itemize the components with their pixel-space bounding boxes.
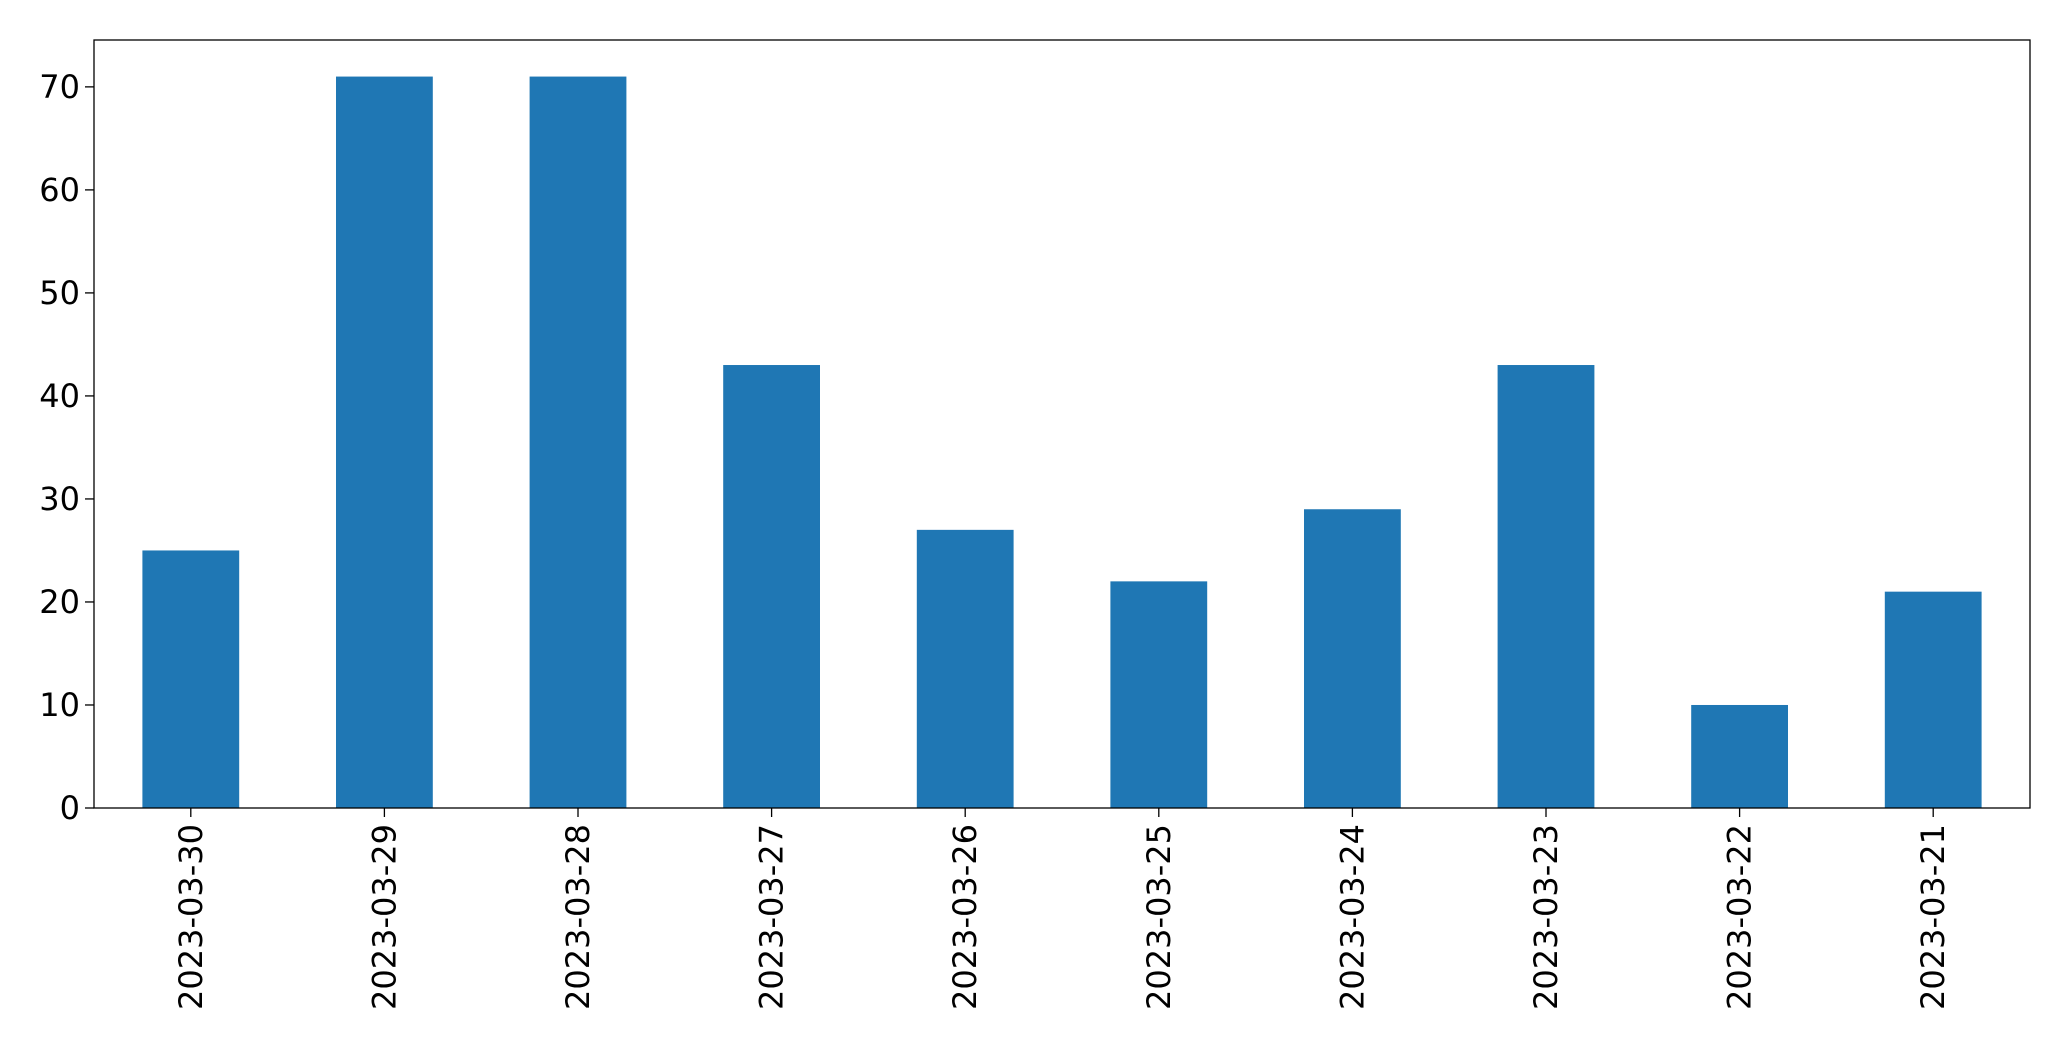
y-tick-label: 20 xyxy=(39,583,80,621)
bar xyxy=(1497,365,1595,808)
bar xyxy=(1884,591,1982,808)
y-tick-label: 40 xyxy=(39,377,80,415)
y-tick-label: 60 xyxy=(39,171,80,209)
y-tick-label: 70 xyxy=(39,68,80,106)
x-tick-label: 2023-03-27 xyxy=(753,824,791,1010)
x-tick-label: 2023-03-24 xyxy=(1333,824,1371,1010)
y-tick-label: 0 xyxy=(60,789,80,827)
x-tick-label: 2023-03-30 xyxy=(172,824,210,1010)
axes-frame xyxy=(93,39,2031,809)
y-tick-label: 30 xyxy=(39,480,80,518)
bar xyxy=(1304,509,1401,808)
bar xyxy=(916,529,1014,808)
y-tick-label: 10 xyxy=(39,686,80,724)
bar xyxy=(142,550,240,808)
bar xyxy=(336,76,433,809)
bar xyxy=(1691,704,1788,808)
x-tick-label: 2023-03-26 xyxy=(946,824,984,1010)
x-tick-label: 2023-03-22 xyxy=(1721,824,1759,1010)
bar xyxy=(529,76,627,809)
x-tick-label: 2023-03-28 xyxy=(559,824,597,1010)
x-tick-label: 2023-03-23 xyxy=(1527,824,1565,1010)
x-tick-label: 2023-03-29 xyxy=(365,824,403,1010)
bar xyxy=(1110,581,1208,808)
y-tick-label: 50 xyxy=(39,274,80,312)
x-tick-label: 2023-03-21 xyxy=(1914,824,1952,1010)
bar xyxy=(723,365,820,808)
x-tick-label: 2023-03-25 xyxy=(1140,824,1178,1010)
